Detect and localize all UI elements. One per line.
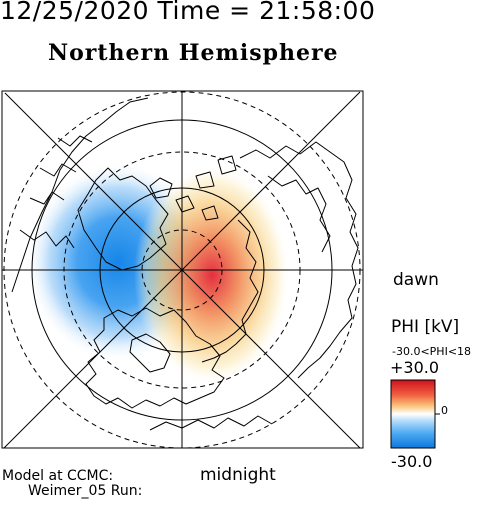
- colorbar-range-text: -30.0<PHI<18: [392, 345, 472, 358]
- coast-siberia: [239, 141, 359, 379]
- date-time-header: 12/25/2020 Time = 21:58:00: [0, 0, 375, 25]
- midnight-label: midnight: [200, 465, 276, 485]
- coast-alaska: [267, 175, 331, 253]
- time-label: Time =: [157, 0, 251, 25]
- meridian-grid: [2, 91, 363, 448]
- map-frame: [1, 90, 364, 449]
- coast-greenland: [77, 167, 169, 271]
- coast-europe: [85, 307, 225, 409]
- time-text: 21:58:00: [259, 0, 376, 25]
- coast-asia-inner: [201, 219, 259, 363]
- coast-arctic-islands: [149, 155, 237, 221]
- coast-africa-edge: [149, 415, 273, 431]
- dawn-label: dawn: [393, 270, 439, 290]
- colorbar-mid-label: 0: [441, 404, 448, 417]
- coast-north-america: [11, 97, 149, 293]
- model-credit-line2: Weimer_05 Run:: [28, 483, 143, 499]
- page-title: Northern Hemisphere: [48, 40, 339, 66]
- coast-scandinavia: [129, 333, 171, 373]
- meridian-diag-2: [3, 91, 361, 448]
- colorbar-max-label: +30.0: [390, 358, 440, 377]
- colorbar-gradient: [390, 379, 436, 449]
- coastlines: [11, 97, 359, 431]
- positive-potential-cell: [134, 165, 290, 385]
- meridian-diag-1: [4, 92, 361, 448]
- date-text: 12/25/2020: [0, 0, 150, 25]
- colorbar-title: PHI [kV]: [391, 317, 460, 337]
- model-credit-line1: Model at CCMC:: [2, 468, 114, 484]
- colorbar-min-label: -30.0: [391, 452, 433, 471]
